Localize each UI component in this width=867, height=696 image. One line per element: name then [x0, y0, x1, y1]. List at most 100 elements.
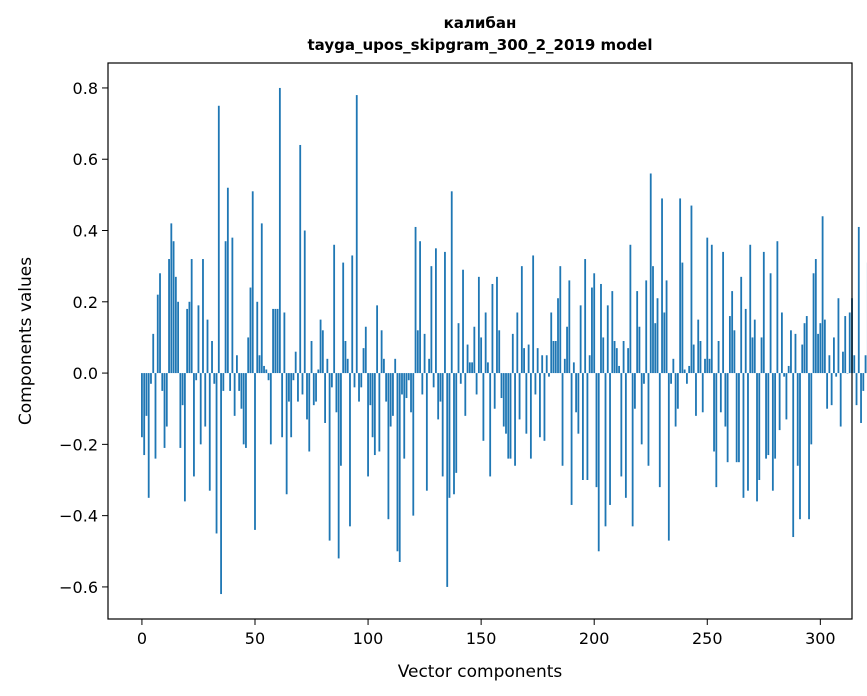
bar	[380, 330, 383, 374]
bar	[392, 373, 394, 416]
bar	[577, 373, 580, 434]
x-tick-label: 200	[579, 629, 610, 648]
bar	[568, 280, 571, 374]
bar	[208, 373, 211, 491]
bar	[195, 373, 198, 381]
bar	[810, 373, 813, 445]
bar	[819, 323, 822, 374]
bar	[606, 305, 609, 374]
bar	[762, 251, 765, 374]
bar	[719, 373, 722, 413]
bar	[186, 308, 189, 374]
x-tick-label: 0	[137, 629, 147, 648]
bar	[159, 273, 161, 374]
bar	[430, 266, 433, 374]
chart-title-line-1: калибан	[444, 14, 517, 32]
bar	[224, 241, 227, 374]
bar	[624, 373, 627, 498]
bar	[778, 373, 781, 431]
bar	[674, 373, 677, 427]
bar	[145, 373, 148, 416]
bar	[475, 373, 478, 395]
bar	[604, 373, 607, 527]
bar	[260, 223, 263, 374]
bar	[183, 373, 186, 502]
bar	[265, 369, 268, 374]
bar	[502, 373, 505, 427]
bar	[545, 355, 548, 374]
bar	[299, 144, 302, 374]
x-tick-label: 100	[353, 629, 384, 648]
plot-frame	[107, 62, 853, 620]
bar	[236, 355, 238, 374]
bar	[335, 373, 338, 413]
bar	[769, 273, 772, 374]
bar	[647, 373, 650, 466]
bar	[776, 241, 779, 374]
bar	[401, 373, 403, 395]
bar	[179, 373, 182, 448]
bar	[421, 373, 424, 395]
bar	[701, 373, 704, 413]
bar	[654, 323, 657, 374]
bar	[493, 373, 496, 409]
bar	[226, 187, 229, 374]
bar	[484, 312, 487, 374]
bar	[439, 373, 442, 402]
bar	[584, 259, 587, 374]
bar	[455, 373, 458, 473]
bar	[177, 301, 180, 374]
bar	[204, 373, 207, 427]
x-tick-label: 300	[805, 629, 836, 648]
bar	[317, 369, 320, 374]
bar	[602, 337, 605, 374]
bar	[367, 373, 369, 477]
bar	[258, 355, 261, 374]
bar	[387, 373, 390, 520]
bar	[444, 251, 446, 374]
bar	[412, 373, 415, 516]
bar	[500, 373, 503, 399]
bar	[294, 351, 297, 374]
bar	[238, 373, 241, 391]
bar	[738, 373, 740, 463]
bar	[699, 341, 702, 374]
bar	[491, 283, 494, 374]
y-tick-label: −0.6	[59, 578, 98, 597]
bar	[620, 373, 623, 477]
bar	[292, 373, 295, 381]
y-tick-label: −0.2	[59, 435, 98, 454]
bar	[792, 373, 795, 538]
bar	[462, 269, 464, 374]
bar	[805, 316, 808, 374]
bar	[771, 373, 774, 491]
bar	[477, 276, 480, 374]
bar	[202, 259, 204, 374]
bar	[735, 373, 738, 463]
bar	[713, 373, 715, 452]
bar	[425, 373, 428, 491]
bar	[181, 373, 184, 406]
bar	[618, 365, 620, 374]
bar	[751, 337, 754, 374]
bar	[826, 373, 829, 409]
bar	[482, 373, 485, 441]
x-tick-label: 150	[466, 629, 497, 648]
bar	[468, 362, 471, 374]
bar	[453, 373, 455, 495]
bar	[609, 373, 611, 505]
bar	[643, 373, 645, 384]
bar	[190, 259, 193, 374]
bar	[527, 344, 530, 374]
bar	[281, 373, 284, 438]
bar	[862, 373, 865, 391]
bar	[168, 259, 170, 374]
bar	[629, 244, 632, 374]
bars-group	[141, 87, 867, 595]
bar	[326, 358, 329, 374]
bar	[783, 373, 786, 377]
bar	[373, 373, 376, 456]
bar	[857, 226, 860, 374]
bar	[649, 173, 652, 374]
